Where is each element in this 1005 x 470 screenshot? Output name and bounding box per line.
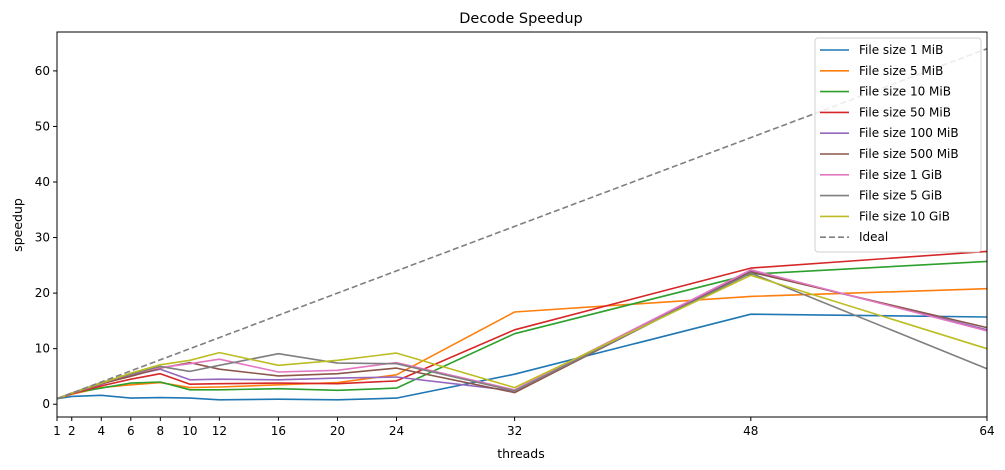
x-tick-label: 48 <box>743 424 758 438</box>
y-tick-label: 50 <box>35 119 50 133</box>
series-line-file-size-10-mib <box>56 260 988 400</box>
series-line-file-size-1-mib <box>56 313 988 401</box>
legend-label-file-size-10-gib: File size 10 GiB <box>859 209 950 223</box>
x-tick-label: 20 <box>330 424 345 438</box>
x-tick-label: 16 <box>271 424 286 438</box>
x-tick-label: 12 <box>212 424 227 438</box>
x-axis-ticks: 1 2 4 6 8 10 12 16 20 24 32 48 64 <box>53 417 995 438</box>
plot-frame <box>56 31 988 418</box>
x-tick-label: 4 <box>97 424 105 438</box>
x-tick-label: 24 <box>389 424 404 438</box>
y-axis-ticks: 0 10 20 30 40 50 60 <box>35 64 57 411</box>
x-tick-label: 2 <box>68 424 76 438</box>
series-line-ideal <box>56 47 988 400</box>
chart-title: Decode Speedup <box>459 11 583 27</box>
legend-label-file-size-5-gib: File size 5 GiB <box>859 189 942 203</box>
x-tick-label: 64 <box>979 424 994 438</box>
y-axis-label: speedup <box>10 198 25 252</box>
x-axis-label: threads <box>497 446 545 461</box>
legend-label-file-size-100-mib: File size 100 MiB <box>859 126 959 140</box>
y-tick-label: 20 <box>35 286 50 300</box>
x-tick-label: 10 <box>182 424 197 438</box>
legend-items: File size 1 MiB File size 5 MiB File size … <box>820 43 959 244</box>
x-tick-label: 6 <box>127 424 135 438</box>
legend-label-file-size-1-gib: File size 1 GiB <box>859 168 942 182</box>
legend-label-file-size-50-mib: File size 50 MiB <box>859 105 951 119</box>
y-tick-label: 30 <box>35 231 50 245</box>
legend-label-file-size-1-mib: File size 1 MiB <box>859 43 943 57</box>
y-tick-label: 10 <box>35 342 50 356</box>
x-tick-label: 32 <box>507 424 522 438</box>
y-tick-label: 0 <box>42 397 50 411</box>
legend-box <box>814 37 982 253</box>
series-line-file-size-50-mib <box>56 250 988 400</box>
series-lines <box>56 47 988 401</box>
x-tick-label: 8 <box>157 424 165 438</box>
legend-label-ideal: Ideal <box>859 230 888 244</box>
legend-label-file-size-500-mib: File size 500 MiB <box>859 147 959 161</box>
legend: File size 1 MiB File size 5 MiB File size … <box>814 37 982 253</box>
y-tick-label: 60 <box>35 64 50 78</box>
legend-label-file-size-10-mib: File size 10 MiB <box>859 85 951 99</box>
series-line-file-size-10-gib <box>56 274 988 400</box>
y-tick-label: 40 <box>35 175 50 189</box>
legend-label-file-size-5-mib: File size 5 MiB <box>859 64 943 78</box>
x-tick-label: 1 <box>53 424 61 438</box>
